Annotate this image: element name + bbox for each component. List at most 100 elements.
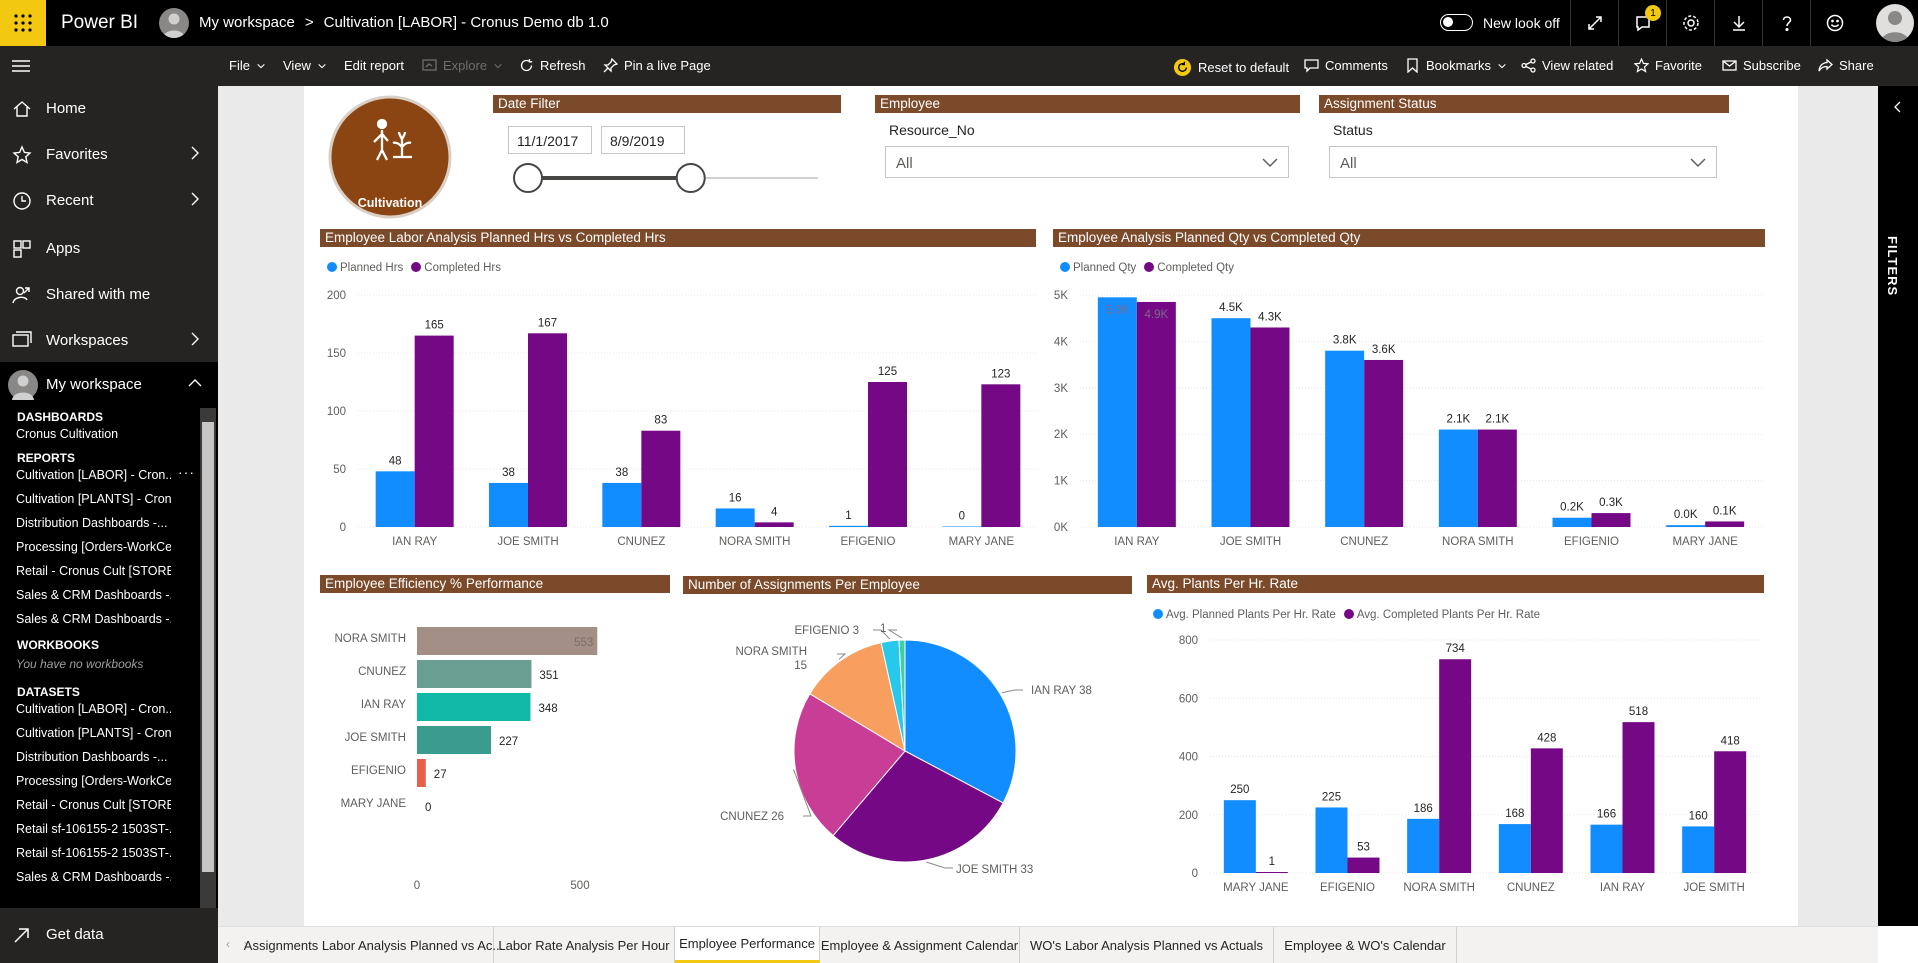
nav-workspaces[interactable]: Workspaces <box>0 318 218 364</box>
date-range-slider[interactable] <box>500 160 825 198</box>
get-data-button[interactable]: Get data <box>0 912 218 958</box>
date-end-input[interactable]: 8/9/2019 <box>601 126 685 154</box>
bar[interactable] <box>1439 659 1472 873</box>
nav-my-workspace[interactable]: My workspace <box>0 362 218 408</box>
bar[interactable] <box>1591 513 1631 527</box>
bar[interactable] <box>1714 751 1747 873</box>
dataset-link[interactable]: Distribution Dashboards -... <box>16 750 168 764</box>
bar[interactable] <box>1347 857 1380 873</box>
view-related-button[interactable]: View related <box>1521 58 1613 73</box>
nav-apps[interactable]: Apps <box>0 226 218 272</box>
pie-slice[interactable] <box>832 750 1004 863</box>
file-menu[interactable]: File <box>229 58 266 73</box>
dataset-link[interactable]: Processing [Orders-WorkCe... <box>16 774 171 788</box>
settings-button[interactable] <box>1666 0 1714 46</box>
dataset-link[interactable]: Sales & CRM Dashboards -... <box>16 870 171 884</box>
bar[interactable] <box>1407 818 1440 873</box>
nav-shared[interactable]: Shared with me <box>0 272 218 318</box>
bar[interactable] <box>1682 826 1715 873</box>
tab-assignments-labor[interactable]: Assignments Labor Analysis Planned vs Ac… <box>244 927 503 963</box>
pin-live-page-button[interactable]: Pin a live Page <box>603 58 711 73</box>
tab-employee-wo-calendar[interactable]: Employee & WO's Calendar <box>1274 927 1457 963</box>
legend-item[interactable]: Avg. Planned Plants Per Hr. Rate <box>1153 609 1336 621</box>
workspace-list-scrollbar[interactable] <box>200 408 216 908</box>
report-link[interactable]: Cultivation [PLANTS] - Cron... <box>16 492 171 506</box>
feedback-button[interactable] <box>1810 0 1858 46</box>
assignments-pie-chart[interactable]: IAN RAY 38 JOE SMITH 33 CNUNEZ 26 NORA SMIT… <box>683 610 1132 905</box>
new-look-toggle[interactable] <box>1440 14 1473 31</box>
bar[interactable] <box>417 693 531 721</box>
tab-scroll-right-icon[interactable]: › <box>244 937 248 951</box>
explore-menu[interactable]: Explore <box>422 58 503 73</box>
download-button[interactable] <box>1714 0 1762 46</box>
bar[interactable] <box>868 382 907 527</box>
report-link[interactable]: Retail - Cronus Cult [STORE... <box>16 564 171 578</box>
pie-slice[interactable] <box>793 693 906 837</box>
hamburger-icon[interactable] <box>12 58 30 74</box>
date-start-input[interactable]: 11/1/2017 <box>508 126 592 154</box>
bar[interactable] <box>641 430 681 527</box>
bar[interactable] <box>1250 327 1290 527</box>
reset-default-button[interactable]: Reset to default <box>1173 58 1289 77</box>
bar[interactable] <box>1590 824 1623 873</box>
bar[interactable] <box>1552 517 1592 527</box>
bar[interactable] <box>1223 800 1256 873</box>
bar[interactable] <box>1438 429 1478 527</box>
bar[interactable] <box>528 333 567 527</box>
pie-slice[interactable] <box>809 641 906 753</box>
comments-button[interactable]: Comments <box>1304 58 1388 73</box>
bar[interactable] <box>981 384 1021 527</box>
bar[interactable] <box>414 335 454 527</box>
legend-item[interactable]: Planned Qty <box>1060 262 1136 274</box>
share-button[interactable]: Share <box>1818 58 1874 73</box>
tab-wo-labor-analysis[interactable]: WO's Labor Analysis Planned vs Actuals <box>1020 927 1274 963</box>
bar[interactable] <box>1097 297 1137 527</box>
report-link[interactable]: Sales & CRM Dashboards -... <box>16 612 171 626</box>
notifications-button[interactable]: 1 <box>1618 0 1666 46</box>
employee-dropdown[interactable]: All <box>885 146 1289 178</box>
filters-pane[interactable]: FILTERS <box>1878 86 1918 926</box>
bar[interactable] <box>417 627 598 655</box>
legend-item[interactable]: Completed Qty <box>1144 262 1234 274</box>
bar[interactable] <box>942 526 982 528</box>
bar[interactable] <box>417 726 492 754</box>
bar[interactable] <box>1705 521 1745 527</box>
bar[interactable] <box>1315 807 1348 873</box>
dataset-link[interactable]: Cultivation [LABOR] - Cron... <box>16 702 171 716</box>
bar[interactable] <box>829 525 868 527</box>
bar[interactable] <box>375 471 415 527</box>
bar[interactable] <box>1364 359 1404 527</box>
bar[interactable] <box>489 482 528 527</box>
avg-plants-clustered-column-chart[interactable]: 0 200 400 600 800 MARY JANE 250 1 EFIGENIO 225 53 N… <box>1140 630 1770 898</box>
app-name[interactable]: Power BI <box>61 12 139 33</box>
bar[interactable] <box>1622 722 1655 873</box>
favorite-button[interactable]: Favorite <box>1634 58 1702 73</box>
dataset-link[interactable]: Retail - Cronus Cult [STORE... <box>16 798 171 812</box>
bar[interactable] <box>1136 301 1176 527</box>
scrollbar-thumb[interactable] <box>202 422 214 872</box>
app-launcher-button[interactable] <box>0 0 46 46</box>
tab-employee-assignment-calendar[interactable]: Employee & Assignment Calendar <box>820 927 1020 963</box>
bar[interactable] <box>1530 748 1563 873</box>
legend-item[interactable]: Avg. Completed Plants Per Hr. Rate <box>1343 609 1540 621</box>
bar[interactable] <box>715 508 755 527</box>
user-avatar[interactable] <box>1876 4 1914 42</box>
bar[interactable] <box>602 482 642 527</box>
edit-report-button[interactable]: Edit report <box>344 58 404 73</box>
tab-labor-rate[interactable]: Labor Rate Analysis Per Hour <box>494 927 675 963</box>
tab-employee-performance[interactable]: Employee Performance <box>675 927 820 963</box>
nav-home[interactable]: Home <box>0 86 218 132</box>
bar[interactable] <box>1666 525 1706 527</box>
report-link[interactable]: Processing [Orders-WorkCe... <box>16 540 171 554</box>
dataset-link[interactable]: Cultivation [PLANTS] - Cron... <box>16 726 171 740</box>
qty-clustered-column-chart[interactable]: 0K 1K 2K 3K 4K 5K IAN RAY 5.0K 4.9K JOE SMITH 4.5K… <box>1044 285 1766 555</box>
legend-item[interactable]: Completed Hrs <box>411 262 501 274</box>
bar[interactable] <box>1211 318 1251 527</box>
dataset-link[interactable]: Retail sf-106155-2 1503ST-... <box>16 822 171 836</box>
breadcrumb-workspace[interactable]: My workspace <box>199 14 295 31</box>
report-link[interactable]: Distribution Dashboards -... <box>16 516 168 530</box>
view-menu[interactable]: View <box>283 58 327 73</box>
help-button[interactable] <box>1762 0 1810 46</box>
slider-end-handle[interactable] <box>675 163 706 193</box>
nav-favorites[interactable]: Favorites <box>0 132 218 178</box>
